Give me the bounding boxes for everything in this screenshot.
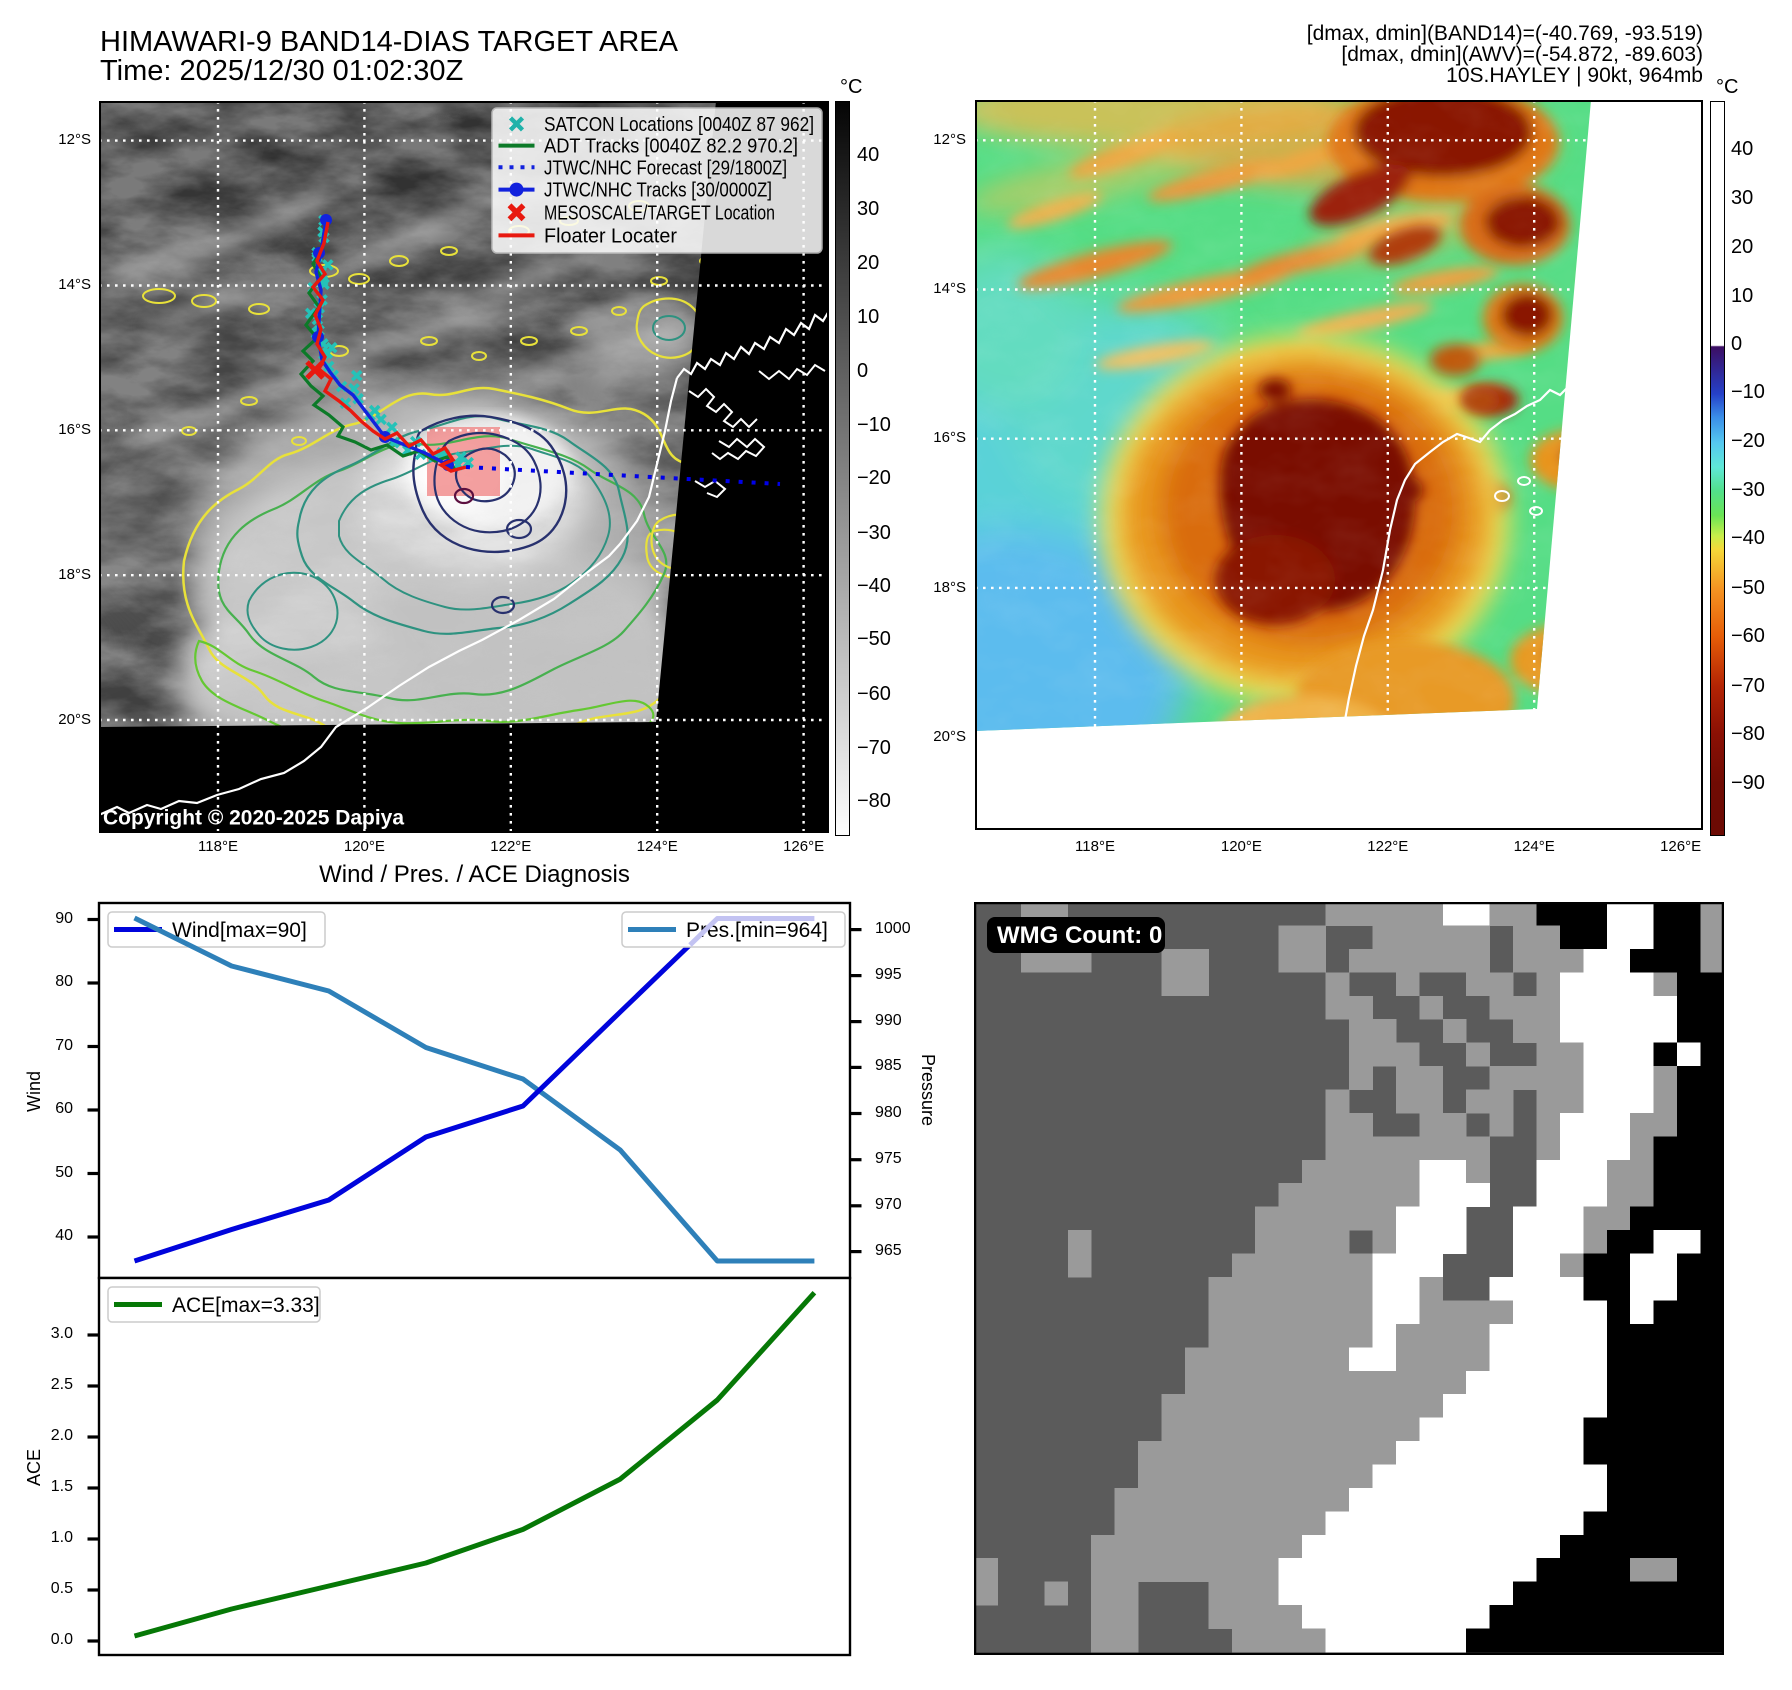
svg-text:JTWC/NHC Forecast [29/1800Z]: JTWC/NHC Forecast [29/1800Z] [544,156,787,179]
svg-text:ADT Tracks [0040Z 82.2 970.2]: ADT Tracks [0040Z 82.2 970.2] [544,135,798,158]
svg-text:SATCON Locations [0040Z 87 962: SATCON Locations [0040Z 87 962] [544,113,814,136]
svg-text:ACE[max=3.33]: ACE[max=3.33] [172,1294,320,1317]
svg-text:Floater Locater: Floater Locater [544,224,677,247]
svg-text:JTWC/NHC Tracks [30/0000Z]: JTWC/NHC Tracks [30/0000Z] [544,179,772,202]
svg-text:Wind[max=90]: Wind[max=90] [172,919,307,942]
svg-text:WMG Count: 0: WMG Count: 0 [997,922,1162,949]
svg-text:MESOSCALE/TARGET Location: MESOSCALE/TARGET Location [544,201,775,224]
svg-text:Copyright © 2020-2025 Dapiya: Copyright © 2020-2025 Dapiya [103,807,404,830]
svg-text:Pres.[min=964]: Pres.[min=964] [686,919,828,942]
